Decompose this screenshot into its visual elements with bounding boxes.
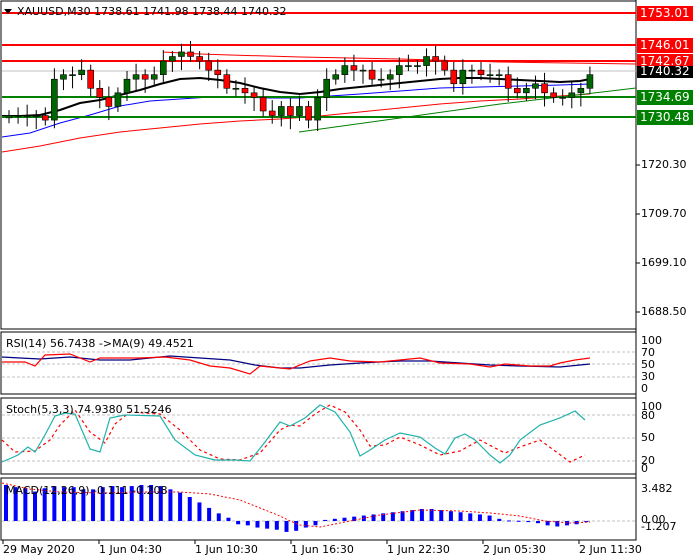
support-trendline: [298, 87, 637, 133]
stoch-title: Stoch(5,3,3) 74.9380 51.5246: [6, 403, 172, 416]
level-tag-resistance-3: 1742.67: [637, 54, 693, 69]
price-label: 1688.50: [641, 305, 687, 318]
time-label: 2 Jun 11:30: [579, 543, 642, 556]
current-price-tag: 1740.32: [637, 65, 693, 78]
time-label: 1 Jun 10:30: [195, 543, 258, 556]
level-tag-resistance-1: 1753.01: [637, 6, 693, 21]
rsi-levels: [2, 351, 636, 378]
stoch-signal-line: [1, 404, 586, 463]
time-label: 29 May 2020: [3, 543, 75, 556]
rsi-axis-label: 0: [641, 382, 648, 395]
macd-axis-label: -1.207: [641, 520, 677, 533]
stoch-axis-label: 0: [641, 462, 648, 475]
stoch-levels: [2, 414, 636, 462]
price-label: 1720.30: [641, 158, 687, 171]
macd-title: MACD(12,26,9) -0.111 -0.208: [6, 484, 168, 497]
stoch-axis-label: 100: [641, 400, 662, 413]
stoch-axis-label: 20: [641, 454, 655, 467]
price-label: 1699.10: [641, 256, 687, 269]
stoch-main-line: [1, 404, 586, 464]
macd-axis-label: 0.00: [641, 513, 666, 526]
rsi-axis-label: 70: [641, 346, 655, 359]
symbol-info: XAUUSD,M30 1738.61 1741.98 1738.44 1740.…: [17, 5, 287, 18]
level-tag-support-2: 1730.48: [637, 110, 693, 125]
main-panel-frame: [0, 0, 637, 330]
time-label: 1 Jun 04:30: [99, 543, 162, 556]
stoch-axis-label: 50: [641, 431, 655, 444]
rsi-axis-label: 100: [641, 334, 662, 347]
level-lines: [2, 12, 636, 118]
macd-histogram: [4, 484, 589, 532]
triangle-down-icon[interactable]: [4, 9, 12, 14]
level-tag-support-1: 1734.69: [637, 90, 693, 105]
rsi-title: RSI(14) 56.7438 ->MA(9) 49.4521: [6, 337, 194, 350]
ma-slow-line: [1, 93, 591, 153]
price-label: 1709.70: [641, 207, 687, 220]
time-label: 2 Jun 05:30: [483, 543, 546, 556]
level-tag-resistance-2: 1746.01: [637, 38, 693, 53]
rsi-axis-label: 50: [641, 358, 655, 371]
time-axis-ticks: [2, 540, 580, 544]
rsi-line: [2, 353, 591, 375]
rsi-axis-label: 30: [641, 370, 655, 383]
candlesticks: [5, 41, 594, 131]
price-axis-ticks: [636, 164, 640, 313]
macd-axis-label: 3.482: [641, 482, 673, 495]
stoch-axis-label: 80: [641, 409, 655, 422]
time-label: 1 Jun 22:30: [387, 543, 450, 556]
time-label: 1 Jun 16:30: [291, 543, 354, 556]
